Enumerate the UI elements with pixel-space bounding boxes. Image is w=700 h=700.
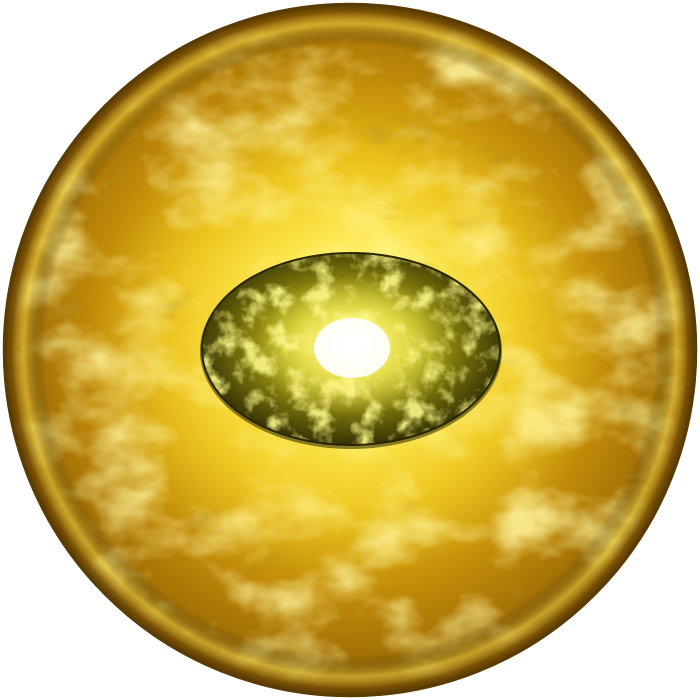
core-stone: [200, 252, 502, 449]
